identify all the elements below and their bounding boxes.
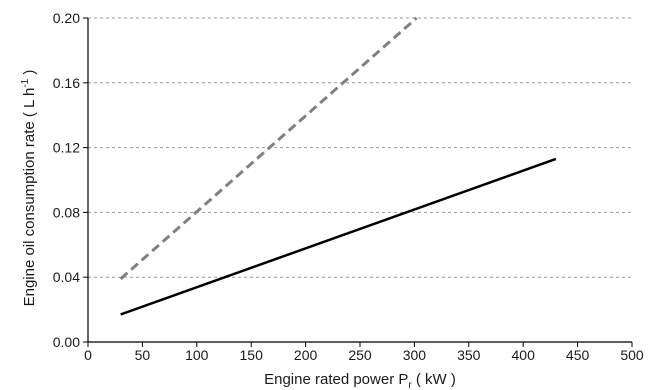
gridlines	[88, 17, 632, 278]
y-axis-label: Engine oil consumption rate ( L h-1 )	[20, 70, 38, 307]
x-tick-label-4: 200	[294, 347, 318, 363]
series-line-1	[120, 157, 557, 316]
series-line-2	[119, 16, 418, 280]
x-tick-label-8: 400	[512, 347, 536, 363]
y-tick-label-2: 0.08	[53, 204, 80, 220]
x-tick-label-1: 50	[135, 347, 151, 363]
x-tick-label-9: 450	[566, 347, 590, 363]
y-tick-labels: 0.00 0.04 0.08 0.12 0.16 0.20	[53, 10, 80, 350]
series-group	[119, 16, 557, 316]
y-tick-label-3: 0.12	[53, 140, 80, 156]
x-axis-label: Engine rated power Pr ( kW )	[264, 371, 456, 390]
y-tick-label-1: 0.04	[53, 269, 80, 285]
axes	[83, 17, 633, 347]
x-tick-label-2: 100	[185, 347, 209, 363]
x-tick-label-5: 250	[348, 347, 372, 363]
y-tick-label-4: 0.16	[53, 75, 80, 91]
y-tick-label-5: 0.20	[53, 10, 80, 26]
x-tick-label-3: 150	[240, 347, 264, 363]
x-tick-label-6: 300	[403, 347, 427, 363]
x-tick-labels: 0 50 100 150 200 250 300 350 400 450 500	[84, 347, 644, 363]
y-tick-label-0: 0.00	[53, 334, 80, 350]
x-tick-label-0: 0	[84, 347, 92, 363]
x-tick-label-7: 350	[457, 347, 481, 363]
x-tick-label-10: 500	[620, 347, 644, 363]
